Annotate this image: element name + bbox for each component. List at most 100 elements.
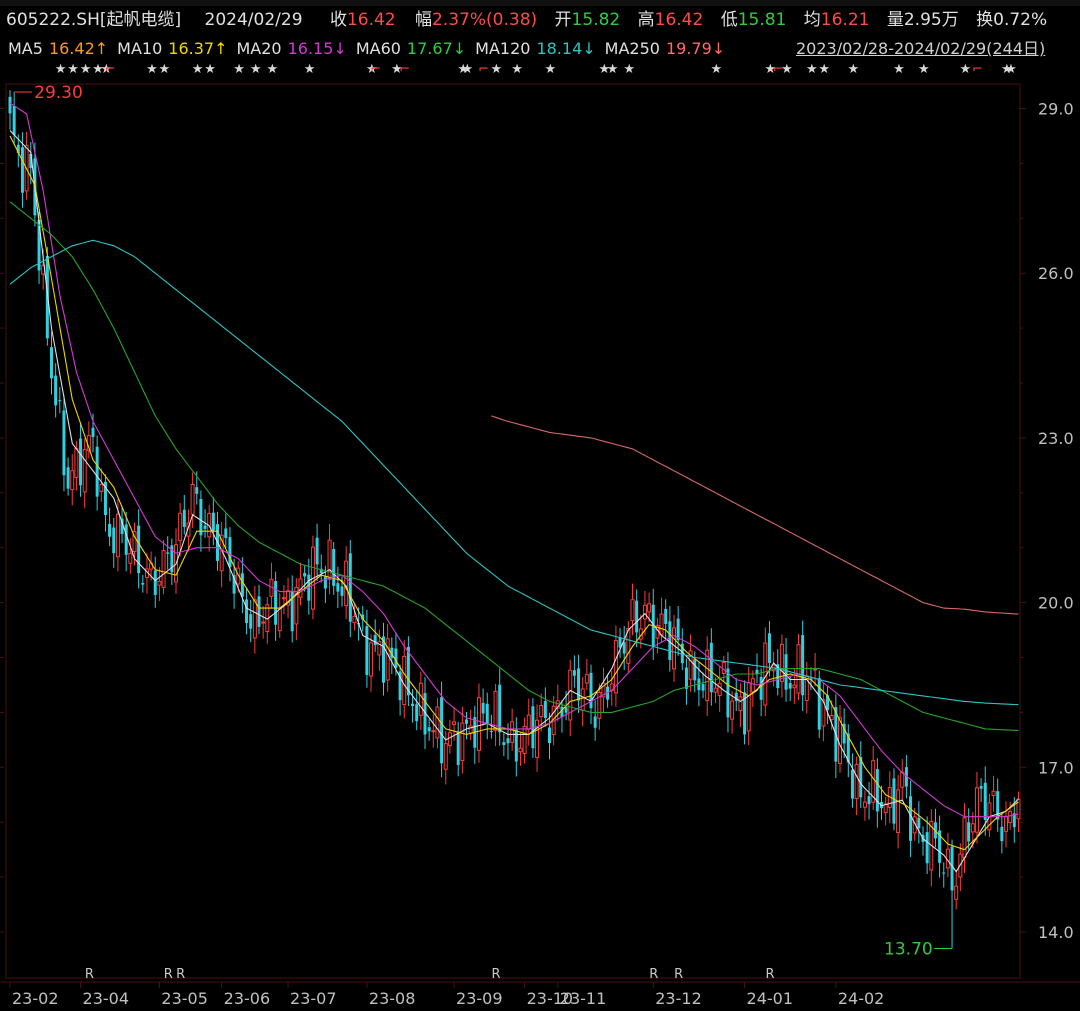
event-star-icon[interactable]: ★ [806, 62, 818, 77]
event-star-icon[interactable]: ★ [462, 62, 474, 77]
r-marker[interactable]: R [649, 967, 658, 982]
event-star-icon[interactable]: ★ [391, 62, 403, 77]
candle-body [245, 599, 249, 624]
event-star-icon[interactable]: ★ [607, 62, 619, 77]
candle-body [883, 803, 888, 814]
candle-body [510, 721, 515, 743]
event-star-icon[interactable]: ★ [893, 62, 905, 77]
avg-value: 16.21 [820, 10, 870, 30]
x-tick-label: 23-05 [161, 989, 208, 1008]
ma20-line [9, 102, 1019, 818]
event-flag-icon[interactable]: ⌐ [370, 62, 381, 77]
event-star-icon[interactable]: ★ [960, 62, 972, 77]
event-star-icon[interactable]: ★ [55, 62, 67, 77]
event-flag-icon[interactable]: ⌐ [399, 62, 410, 77]
candle-body [821, 699, 826, 727]
event-star-icon[interactable]: ★ [623, 62, 635, 77]
candle-body [161, 550, 166, 588]
candle-body [560, 706, 564, 718]
event-star-icon[interactable]: ★ [192, 62, 204, 77]
event-star-icon[interactable]: ★ [457, 62, 469, 77]
event-star-icon[interactable]: ★ [711, 62, 723, 77]
event-star-icon[interactable]: ★ [266, 62, 278, 77]
change-label: 幅 [415, 10, 433, 30]
event-star-icon[interactable]: ★ [159, 62, 171, 77]
candle-body [50, 347, 53, 379]
event-flag-icon[interactable]: ⌐ [478, 62, 489, 77]
date-range-label[interactable]: 2023/02/28-2024/02/29(244日) [796, 39, 1046, 58]
event-flag-icon[interactable]: ⌐ [773, 62, 784, 77]
quote-info-bar: 605222.SH[起帆电缆] 2024/02/29 收16.42 幅2.37%… [0, 6, 1080, 34]
x-tick-label: 23-12 [655, 989, 702, 1008]
r-marker[interactable]: R [674, 967, 683, 982]
x-tick-label: 23-08 [369, 989, 416, 1008]
x-tick-label: 23-06 [224, 989, 271, 1008]
candle-body [896, 789, 901, 833]
candle-body [332, 549, 336, 586]
event-star-icon[interactable]: ★ [818, 62, 830, 77]
event-star-icon[interactable]: ★ [250, 62, 262, 77]
r-marker[interactable]: R [164, 967, 173, 982]
event-star-icon[interactable]: ★ [511, 62, 523, 77]
candle-body [892, 778, 896, 824]
candle-body [647, 603, 652, 613]
event-star-icon[interactable]: ★ [204, 62, 216, 77]
candle-body [622, 642, 626, 654]
candle-body [319, 568, 323, 574]
event-star-icon[interactable]: ★ [598, 62, 610, 77]
r-marker[interactable]: R [85, 967, 94, 982]
event-star-icon[interactable]: ★ [491, 62, 503, 77]
candle-body [348, 553, 352, 622]
low-value: 15.81 [737, 10, 787, 30]
event-star-icon[interactable]: ★ [847, 62, 859, 77]
y-tick-label: 20.0 [1038, 594, 1074, 613]
event-flag-icon[interactable]: ⌐ [972, 62, 983, 77]
r-marker[interactable]: R [492, 967, 501, 982]
event-star-icon[interactable]: ★ [146, 62, 158, 77]
candle-body [103, 481, 107, 516]
event-star-icon[interactable]: ★ [233, 62, 245, 77]
event-star-icon[interactable]: ★ [1001, 62, 1013, 77]
event-star-icon[interactable]: ★ [80, 62, 92, 77]
candle-body [738, 696, 743, 712]
x-tick-label: 23-10 [527, 989, 574, 1008]
candle-body [115, 513, 120, 558]
avg-label: 均 [803, 10, 821, 30]
candle-body [382, 636, 385, 683]
toolbar-strip [0, 0, 1080, 6]
candle-body [635, 600, 639, 633]
event-star-icon[interactable]: ★ [545, 62, 557, 77]
candle-body [1008, 811, 1013, 824]
candle-body [518, 747, 523, 753]
candle-body [377, 641, 382, 656]
event-star-icon[interactable]: ★ [304, 62, 316, 77]
candle-body [476, 697, 481, 751]
candle-body [983, 782, 987, 820]
r-marker[interactable]: R [176, 967, 185, 982]
event-star-icon[interactable]: ★ [100, 62, 112, 77]
candle-body [82, 448, 87, 493]
r-marker[interactable]: R [765, 967, 774, 982]
high-label: 高 [637, 10, 655, 30]
event-star-icon[interactable]: ★ [366, 62, 378, 77]
change-value: 2.37%(0.38) [432, 10, 538, 30]
candle-body [962, 817, 967, 859]
event-star-icon[interactable]: ★ [764, 62, 776, 77]
event-star-icon[interactable]: ★ [67, 62, 79, 77]
event-flag-icon[interactable]: ⌐ [105, 62, 116, 77]
candle-body [493, 690, 498, 731]
candle-body [979, 786, 983, 789]
event-star-icon[interactable]: ★ [92, 62, 104, 77]
candle-body [526, 714, 531, 730]
candle-body [746, 682, 751, 732]
candle-body [190, 484, 195, 515]
candle-body [502, 742, 506, 745]
event-star-icon[interactable]: ★ [781, 62, 793, 77]
event-star-icon[interactable]: ★ [918, 62, 930, 77]
event-star-icon[interactable]: ★ [1005, 62, 1017, 77]
ma20-legend-value: 16.15↓ [287, 39, 347, 58]
ma250-legend-name: MA250 [604, 39, 660, 58]
candle-body [597, 691, 602, 719]
